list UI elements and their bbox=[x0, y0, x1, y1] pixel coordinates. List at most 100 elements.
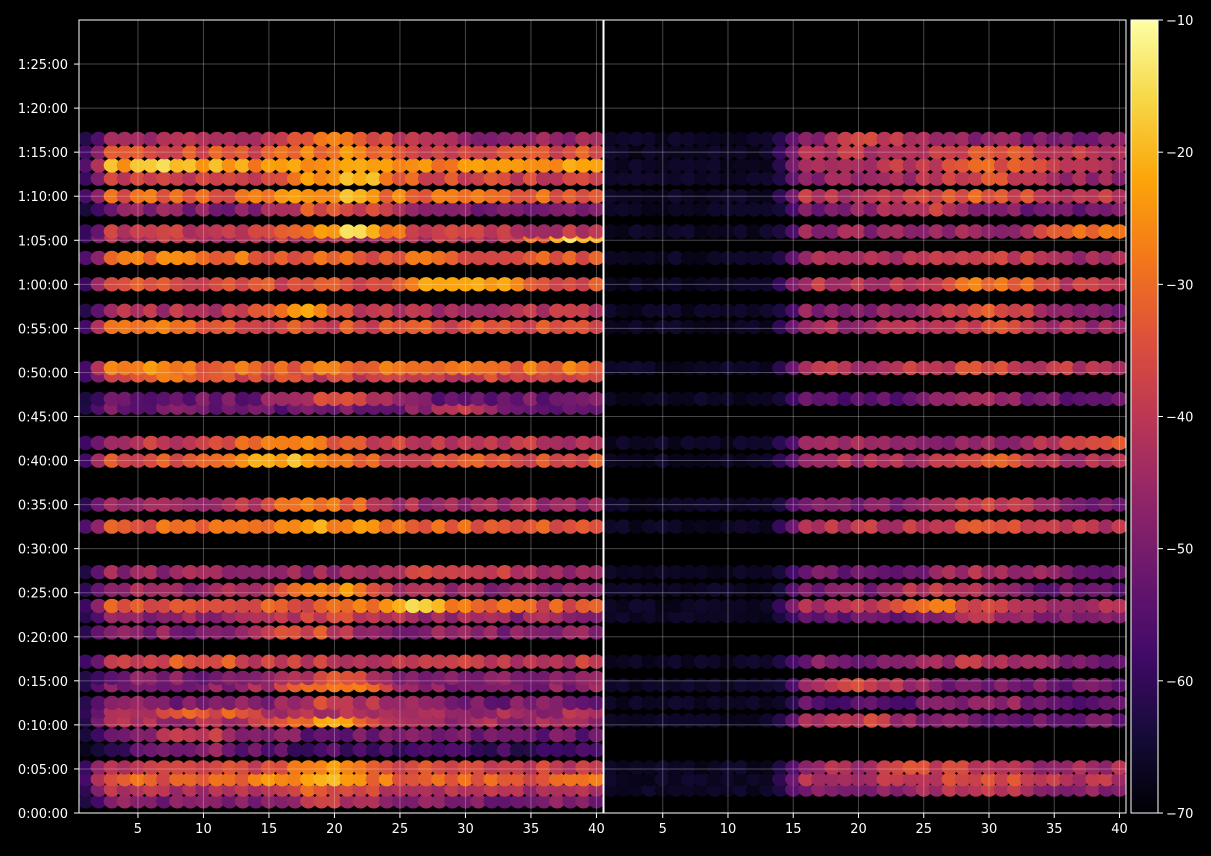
heatmap-cell bbox=[1007, 158, 1024, 173]
heatmap-cell bbox=[980, 171, 998, 186]
heatmap-cell bbox=[641, 224, 658, 239]
heatmap-cell bbox=[483, 760, 500, 775]
heatmap-cell bbox=[143, 625, 160, 640]
heatmap-cell bbox=[863, 360, 880, 376]
heatmap-cell bbox=[182, 565, 199, 580]
heatmap-cell bbox=[470, 171, 487, 186]
heatmap-cell bbox=[143, 303, 160, 318]
heatmap-cell bbox=[418, 609, 435, 624]
heatmap-cell bbox=[1020, 713, 1037, 728]
heatmap-cell bbox=[90, 145, 107, 160]
heatmap-cell bbox=[79, 519, 94, 534]
heatmap-cell bbox=[798, 145, 815, 160]
heatmap-cell bbox=[378, 158, 395, 173]
heatmap-cell bbox=[746, 582, 763, 597]
heatmap-cell bbox=[1046, 277, 1063, 292]
heatmap-cell bbox=[993, 453, 1011, 468]
heatmap-cell bbox=[824, 319, 841, 335]
heatmap-cell bbox=[549, 794, 566, 809]
heatmap-cell bbox=[156, 189, 173, 204]
heatmap-cell bbox=[863, 760, 880, 775]
heatmap-cell bbox=[339, 277, 356, 292]
heatmap-cell bbox=[706, 224, 724, 239]
heatmap-cell bbox=[811, 497, 828, 512]
heatmap-cell bbox=[1033, 145, 1050, 160]
heatmap-cell bbox=[719, 609, 737, 624]
heatmap-cell bbox=[654, 519, 671, 534]
heatmap-cell bbox=[1033, 582, 1050, 597]
heatmap-cell bbox=[850, 497, 867, 512]
heatmap-cell bbox=[641, 678, 658, 693]
heatmap-cell bbox=[980, 760, 998, 775]
heatmap-cell bbox=[195, 625, 212, 640]
heatmap-cell bbox=[1046, 654, 1063, 669]
heatmap-cell bbox=[509, 171, 526, 186]
y-tick-label: 1:25:00 bbox=[18, 58, 68, 73]
heatmap-cell bbox=[234, 654, 251, 669]
heatmap-cell bbox=[509, 519, 526, 534]
heatmap-cell bbox=[693, 435, 711, 451]
heatmap-cell bbox=[759, 202, 776, 217]
heatmap-cell bbox=[615, 360, 632, 376]
heatmap-cell bbox=[169, 319, 186, 335]
heatmap-cell bbox=[79, 625, 94, 640]
heatmap-cell bbox=[339, 582, 356, 597]
heatmap-cell bbox=[470, 131, 487, 147]
heatmap-cell bbox=[444, 250, 461, 266]
heatmap-cell bbox=[693, 303, 711, 318]
heatmap-cell bbox=[169, 760, 186, 775]
heatmap-cell bbox=[785, 189, 802, 204]
heatmap-cell bbox=[588, 224, 603, 239]
heatmap-cell bbox=[759, 171, 776, 186]
heatmap-cell bbox=[1111, 713, 1126, 728]
heatmap-cell bbox=[470, 772, 487, 787]
heatmap-cell bbox=[628, 250, 645, 266]
heatmap-cell bbox=[772, 565, 789, 580]
heatmap-cell bbox=[1046, 145, 1063, 160]
heatmap-cell bbox=[811, 713, 828, 728]
heatmap-cell bbox=[1007, 609, 1024, 624]
heatmap-cell bbox=[732, 435, 750, 451]
heatmap-cell bbox=[1085, 131, 1102, 147]
heatmap-cell bbox=[667, 360, 684, 376]
heatmap-cell bbox=[902, 654, 919, 669]
heatmap-cell bbox=[509, 131, 526, 147]
heatmap-cell bbox=[247, 171, 264, 186]
heatmap-cell bbox=[941, 772, 958, 787]
heatmap-cell bbox=[457, 277, 474, 292]
heatmap-cell bbox=[444, 453, 461, 468]
heatmap-cell bbox=[706, 303, 724, 318]
heatmap-cell bbox=[837, 171, 854, 186]
heatmap-cell bbox=[575, 303, 592, 318]
heatmap-cell bbox=[588, 772, 603, 787]
heatmap-cell bbox=[129, 171, 146, 186]
heatmap-cell bbox=[404, 224, 422, 239]
heatmap-cell bbox=[391, 794, 409, 809]
heatmap-cell bbox=[431, 497, 448, 512]
heatmap-cell bbox=[221, 360, 238, 376]
heatmap-cell bbox=[759, 519, 776, 534]
heatmap-cell bbox=[103, 598, 120, 614]
heatmap-cell bbox=[850, 303, 867, 318]
heatmap-cell bbox=[1020, 772, 1037, 787]
heatmap-cell bbox=[1059, 158, 1076, 173]
heatmap-cell bbox=[195, 654, 212, 669]
colorbar-axis: −70−60−50−40−30−20−10 bbox=[1158, 14, 1193, 822]
heatmap-cell bbox=[641, 171, 658, 186]
heatmap-cell bbox=[1020, 654, 1037, 669]
heatmap-cell bbox=[90, 598, 107, 614]
y-tick-label: 0:25:00 bbox=[18, 587, 68, 602]
heatmap-cell bbox=[785, 695, 802, 711]
heatmap-cell bbox=[90, 519, 107, 534]
heatmap-cell bbox=[103, 171, 120, 186]
heatmap-cell bbox=[1007, 782, 1024, 797]
heatmap-cell bbox=[549, 189, 566, 204]
heatmap-cell bbox=[863, 224, 880, 239]
x-tick-label: 15 bbox=[261, 822, 278, 837]
heatmap-cell bbox=[772, 202, 789, 217]
heatmap-cell bbox=[1098, 158, 1115, 173]
heatmap-cell bbox=[993, 695, 1011, 711]
heatmap-cell bbox=[195, 224, 212, 239]
heatmap-cell bbox=[863, 782, 880, 797]
